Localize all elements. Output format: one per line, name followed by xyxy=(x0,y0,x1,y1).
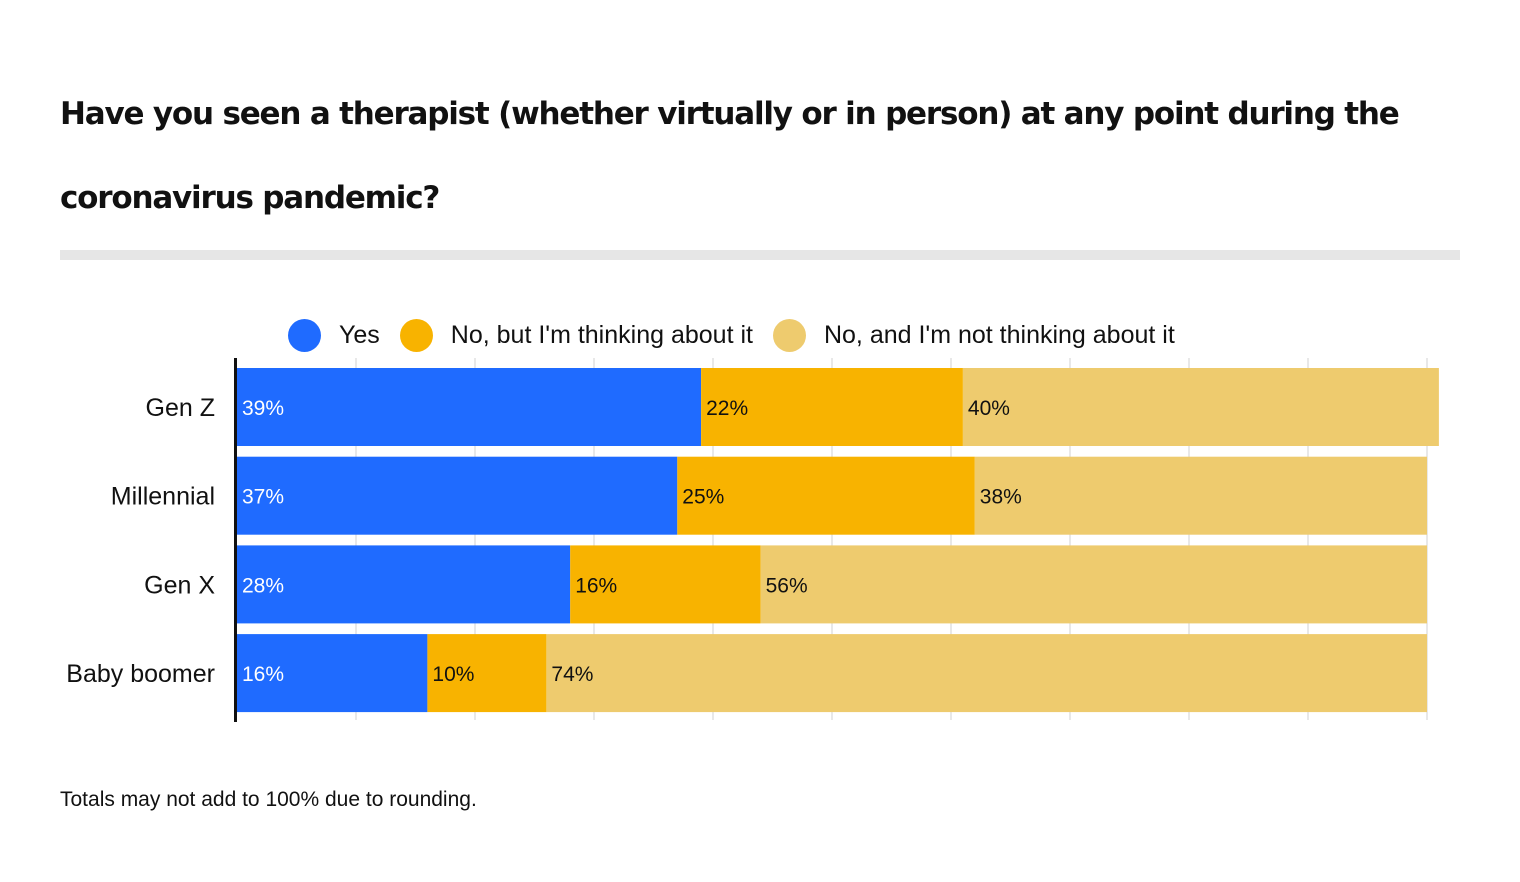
legend-label-yes: Yes xyxy=(339,320,380,349)
bar-segment-yes xyxy=(237,456,678,535)
bar-segment-no-and-i-m-not-thinking-about-it xyxy=(546,634,1427,713)
bar-segment-no-and-i-m-not-thinking-about-it xyxy=(760,545,1427,624)
data-label: 10% xyxy=(432,663,474,686)
bar-segment-no-and-i-m-not-thinking-about-it xyxy=(974,456,1427,535)
bar-row-gen-z: Gen Z 39% 22% 40% xyxy=(146,368,1439,446)
legend: Yes No, but I'm thinking about it No, an… xyxy=(288,318,1195,352)
bar-segment-yes xyxy=(237,545,571,624)
data-label: 37% xyxy=(242,486,284,509)
bar-segment-no-and-i-m-not-thinking-about-it xyxy=(962,368,1439,446)
data-label: 38% xyxy=(980,486,1022,509)
legend-item-no-not-thinking: No, and I'm not thinking about it xyxy=(772,318,1175,352)
legend-item-yes: Yes xyxy=(288,318,380,352)
legend-item-no-thinking: No, but I'm thinking about it xyxy=(399,318,753,352)
category-label: Gen X xyxy=(144,571,215,599)
category-label: Gen Z xyxy=(146,394,215,422)
bar-segment-yes xyxy=(237,634,428,713)
legend-label-no-thinking: No, but I'm thinking about it xyxy=(450,320,753,349)
bar-row-baby-boomer: Baby boomer 16% 10% 74% xyxy=(66,634,1427,713)
bar-segment-no-but-i-m-thinking-about-it xyxy=(570,545,761,624)
legend-label-no-not-thinking: No, and I'm not thinking about it xyxy=(823,320,1175,349)
data-label: 22% xyxy=(706,397,748,420)
category-label: Millennial xyxy=(111,483,215,511)
data-label: 28% xyxy=(242,574,284,597)
legend-swatch-yes xyxy=(288,318,321,352)
category-label: Baby boomer xyxy=(66,660,215,688)
bar-segment-no-but-i-m-thinking-about-it xyxy=(427,634,547,713)
footnote: Totals may not add to 100% due to roundi… xyxy=(60,788,477,811)
data-label: 56% xyxy=(766,574,808,597)
bar-row-gen-x: Gen X 28% 16% 56% xyxy=(144,545,1427,624)
data-label: 16% xyxy=(575,574,617,597)
bar-row-millennial: Millennial 37% 25% 38% xyxy=(111,456,1427,535)
data-label: 25% xyxy=(682,486,724,509)
data-label: 40% xyxy=(968,397,1010,420)
legend-swatch-no-not-thinking xyxy=(772,318,806,352)
legend-swatch-no-thinking xyxy=(399,318,433,352)
chart-title: Have you seen a therapist (whether virtu… xyxy=(60,96,1400,216)
data-label: 16% xyxy=(242,663,284,686)
bar-segment-yes xyxy=(237,368,702,446)
bar-segment-no-but-i-m-thinking-about-it xyxy=(677,456,975,535)
title-divider xyxy=(60,250,1460,260)
bar-segment-no-but-i-m-thinking-about-it xyxy=(701,368,963,446)
data-label: 39% xyxy=(242,397,284,420)
data-label: 74% xyxy=(551,663,593,686)
